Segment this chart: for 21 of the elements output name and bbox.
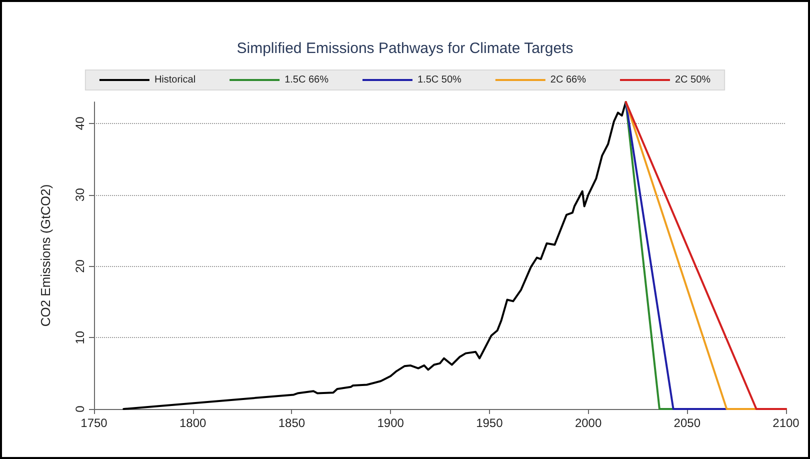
y-tick-label: 10 xyxy=(73,330,87,344)
legend-label: 2C 66% xyxy=(550,74,586,86)
y-axis-title: CO2 Emissions (GtCO2) xyxy=(38,184,53,327)
line-series xyxy=(122,101,627,410)
chart-title: Simplified Emissions Pathways for Climate Targets xyxy=(236,40,574,57)
y-tick-label: 0 xyxy=(73,405,87,412)
x-tick-label: 2000 xyxy=(574,416,602,430)
legend-label: Historical xyxy=(154,74,196,86)
x-tick-label: 1800 xyxy=(180,416,207,430)
y-tick-label: 30 xyxy=(73,188,87,202)
x-tick-label: 1900 xyxy=(377,416,404,430)
x-tick-label: 1750 xyxy=(80,416,108,430)
legend-label: 2C 50% xyxy=(674,74,711,86)
y-tick-label: 20 xyxy=(73,259,87,273)
y-tick-label: 40 xyxy=(73,116,87,130)
x-tick-label: 1950 xyxy=(476,416,504,430)
x-tick-label: 1850 xyxy=(278,416,306,430)
x-tick-label: 2100 xyxy=(772,416,800,430)
legend-label: 1.5C 50% xyxy=(417,74,462,86)
legend-label: 1.5C 66% xyxy=(284,74,329,86)
x-tick-label: 2050 xyxy=(674,416,701,430)
